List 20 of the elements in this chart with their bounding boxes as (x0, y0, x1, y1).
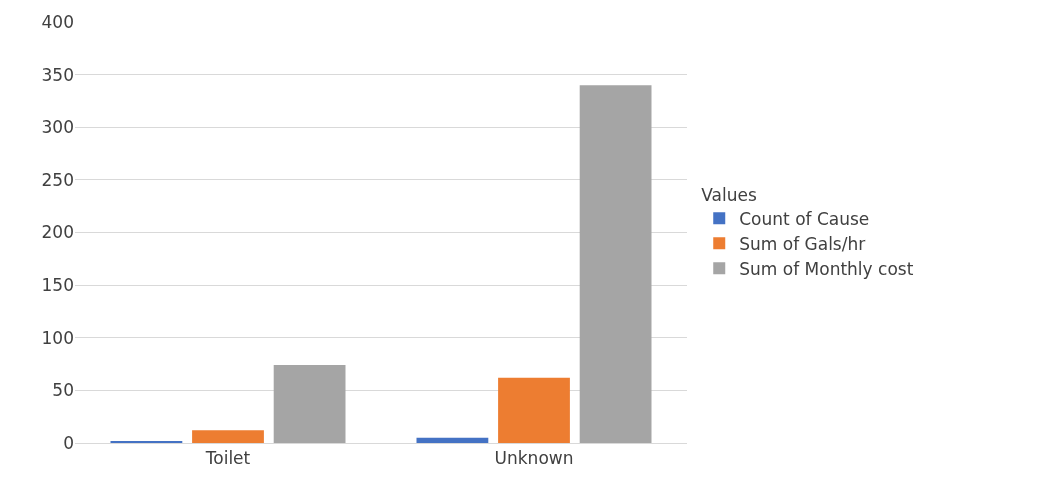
y-tick-label: 50 (52, 380, 74, 401)
y-tick-label: 100 (41, 327, 74, 348)
bar (192, 430, 264, 443)
x-tick-label: Toilet (204, 448, 251, 469)
bar (416, 437, 489, 443)
bar (498, 377, 570, 443)
y-tick-label: 0 (63, 432, 74, 453)
y-tick-label: 150 (41, 275, 74, 296)
legend-label: Sum of Gals/hr (739, 233, 866, 254)
y-tick-label: 300 (41, 117, 74, 138)
bar (273, 365, 346, 443)
x-tick-label: Unknown (494, 448, 574, 469)
y-tick-label: 250 (41, 169, 74, 190)
y-tick-label: 200 (41, 222, 74, 243)
legend-title: Values (701, 184, 757, 205)
y-tick-label: 400 (41, 11, 74, 32)
bar (579, 85, 652, 443)
y-tick-label: 350 (41, 64, 74, 85)
legend-label: Count of Cause (739, 208, 870, 229)
legend-label: Sum of Monthly cost (739, 258, 914, 279)
